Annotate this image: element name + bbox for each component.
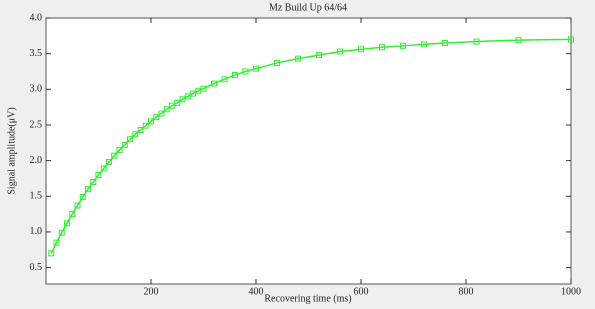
y-tick-label: 3.0 <box>30 84 43 95</box>
point-marker <box>200 85 207 92</box>
point-marker <box>442 39 448 46</box>
point-marker <box>53 239 60 246</box>
point-marker <box>274 59 280 66</box>
point-marker <box>127 136 133 143</box>
y-tick-label: 1.5 <box>30 191 43 202</box>
point-marker <box>106 159 112 166</box>
point-marker <box>132 131 139 138</box>
point-marker <box>74 202 81 209</box>
x-tick-label: 800 <box>459 286 474 297</box>
y-tick-label: 1.0 <box>30 226 43 237</box>
plot-area <box>45 17 572 285</box>
y-tick-label: 4.0 <box>30 12 43 23</box>
point-marker <box>242 68 249 75</box>
point-marker <box>142 122 149 129</box>
point-marker <box>100 165 107 172</box>
point-marker <box>295 55 301 62</box>
y-axis-label: Signal amplitude(μV) <box>6 107 17 194</box>
point-marker <box>121 141 128 148</box>
point-marker <box>137 126 144 133</box>
point-marker <box>379 44 385 51</box>
point-marker <box>158 110 165 117</box>
point-marker <box>64 220 70 227</box>
x-tick-label: 1000 <box>561 286 581 297</box>
point-marker <box>316 52 322 59</box>
x-tick-label: 200 <box>144 286 159 297</box>
point-marker <box>232 72 238 79</box>
point-marker <box>174 99 181 106</box>
point-marker <box>148 118 154 125</box>
point-marker <box>69 211 76 218</box>
point-marker <box>400 42 406 49</box>
point-marker <box>153 114 160 121</box>
point-marker <box>79 193 86 200</box>
point-marker <box>253 65 259 72</box>
point-marker <box>568 36 574 43</box>
point-marker <box>515 37 522 44</box>
point-marker <box>421 41 427 48</box>
x-tick-label: 600 <box>354 286 369 297</box>
point-marker <box>337 48 343 55</box>
point-marker <box>473 38 480 45</box>
point-marker <box>48 250 55 257</box>
point-marker <box>95 171 102 178</box>
point-marker <box>90 179 97 186</box>
point-marker <box>358 46 364 53</box>
y-tick-label: 2.5 <box>30 119 43 130</box>
point-marker <box>111 152 118 159</box>
point-marker <box>163 106 170 113</box>
x-tick-label: 400 <box>249 286 264 297</box>
y-tick-label: 0.5 <box>30 262 43 273</box>
x-axis-label: Recovering time (ms) <box>264 293 351 304</box>
point-marker <box>211 80 217 87</box>
point-marker <box>116 146 123 153</box>
y-tick-label: 3.5 <box>30 48 43 59</box>
point-marker <box>221 76 228 83</box>
y-tick-label: 2.0 <box>30 155 43 166</box>
point-marker <box>58 229 65 236</box>
chart-title: Mz Build Up 64/64 <box>269 2 347 13</box>
point-marker <box>85 186 91 193</box>
